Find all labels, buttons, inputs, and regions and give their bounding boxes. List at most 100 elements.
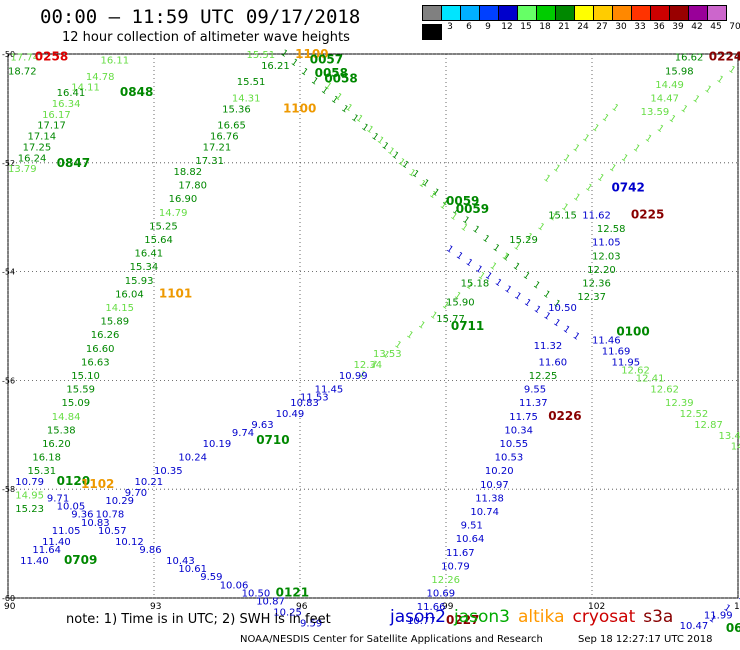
track-mark: 1: [375, 135, 385, 146]
track-mark: 1: [459, 222, 469, 233]
wave-height-label: 12.58: [597, 224, 626, 235]
wave-height-label: 14.1: [731, 442, 740, 453]
wave-height-label: 11.05: [52, 526, 81, 537]
wave-height-label: 13.53: [373, 349, 402, 360]
track-mark: 1: [483, 271, 493, 282]
track-mark: 1: [548, 212, 558, 223]
track-mark: 1: [531, 280, 541, 291]
track-mark: 1: [329, 95, 339, 106]
wave-height-label: 15.77: [436, 314, 465, 325]
wave-height-label: 14.95: [15, 491, 44, 502]
track-mark: 1: [511, 261, 521, 272]
wave-height-label: 17.74: [10, 53, 39, 64]
wave-height-label: 15.38: [47, 425, 76, 436]
pass-time-label: 0227: [446, 613, 479, 627]
track-mark: 1: [542, 311, 552, 322]
wave-height-label: 15.93: [125, 276, 154, 287]
track-mark: 1: [461, 215, 471, 226]
wave-height-label: 16.20: [42, 439, 71, 450]
track-mark: 1: [722, 603, 732, 614]
wave-height-label: 15.64: [144, 235, 173, 246]
wave-height-label: 12.25: [529, 371, 558, 382]
wave-height-label: 16.41: [57, 88, 86, 99]
wave-height-label: 10.34: [504, 425, 533, 436]
wave-height-label: 15.90: [446, 298, 475, 309]
wave-height-label: 15.98: [665, 66, 694, 77]
footer-note: note: 1) Time is in UTC; 2) SWH is in fe…: [66, 612, 331, 627]
track-mark: 1: [464, 257, 474, 268]
track-mark: 1: [365, 124, 375, 135]
wave-height-label: 11.67: [446, 548, 475, 559]
pass-time-label: 1100: [295, 47, 328, 61]
wave-height-label: 12.20: [587, 265, 616, 276]
wave-height-label: 11.45: [315, 385, 344, 396]
track-mark: 1: [410, 169, 420, 180]
wave-height-label: 11.40: [42, 537, 71, 548]
track-mark: 1: [454, 251, 464, 262]
track-mark: 1: [279, 48, 289, 59]
wave-height-label: 10.74: [470, 507, 499, 518]
color-legend: [422, 5, 740, 43]
wave-height-label: 10.55: [500, 439, 529, 450]
wave-height-label: 13.79: [8, 164, 37, 175]
satellite-altika: altika: [518, 607, 565, 627]
track-mark: 1: [464, 281, 474, 292]
track-mark: 1: [406, 168, 416, 179]
track-mark: 1: [583, 183, 593, 194]
track-mark: 1: [560, 202, 570, 213]
x-tick-label: 99: [442, 602, 454, 612]
track-mark: 1: [354, 114, 364, 125]
track-mark: 1: [400, 159, 410, 170]
track-mark: 1: [493, 278, 503, 289]
track-mark: 1: [344, 103, 354, 114]
track-mark: 1: [522, 298, 532, 309]
wave-height-label: 10.05: [57, 502, 86, 513]
track-mark: 1: [491, 243, 501, 254]
track-mark: 1: [444, 244, 454, 255]
wave-height-label: 11.38: [475, 493, 504, 504]
track-mark: 1: [703, 84, 713, 95]
track-mark: 1: [360, 122, 370, 133]
wave-height-label: 15.51: [237, 77, 266, 88]
pass-time-label: 0059: [456, 202, 489, 216]
wave-height-label: 10.43: [166, 556, 195, 567]
x-tick-label: 102: [588, 602, 605, 612]
wave-height-label: 16.63: [81, 357, 110, 368]
pass-time-label: 0847: [57, 156, 90, 170]
satellite-jason3: jason3: [454, 607, 510, 627]
wave-height-label: 9.70: [125, 488, 147, 499]
y-tick-label: -60: [2, 594, 15, 603]
wave-height-label: 13.59: [641, 107, 670, 118]
wave-height-label: 15.23: [15, 504, 44, 515]
legend-label: 21: [558, 22, 570, 32]
wave-height-label: 16.24: [18, 153, 47, 164]
wave-height-label: 14.11: [71, 83, 100, 94]
track-mark: 1: [440, 197, 450, 208]
wave-height-label: 15.09: [62, 398, 91, 409]
wave-height-label: 15.18: [461, 278, 490, 289]
track-mark: 1: [357, 369, 367, 380]
pass-time-label: 0057: [310, 52, 343, 66]
wave-height-label: 11.37: [519, 398, 548, 409]
wave-height-label: 12.34: [354, 360, 383, 371]
pass-time-label: 0224: [709, 50, 740, 64]
track-mark: 1: [512, 291, 522, 302]
wave-height-label: 9.63: [251, 420, 273, 431]
wave-height-label: 12.39: [665, 398, 694, 409]
wave-height-label: 14.79: [159, 208, 188, 219]
track-mark: 1: [380, 141, 390, 152]
track-mark: 1: [561, 153, 571, 164]
wave-height-label: 15.29: [509, 235, 538, 246]
pass-time-label: 0120: [57, 474, 90, 488]
track-mark: 1: [438, 201, 448, 212]
legend-swatch: [422, 24, 442, 40]
satellite-jason2: jason2: [390, 607, 446, 627]
pass-time-label: 1101: [159, 286, 192, 300]
track-mark: 1: [392, 340, 402, 351]
wave-height-label: 11.60: [538, 357, 567, 368]
wave-height-label: 10.78: [96, 510, 125, 521]
wave-height-label: 13.46: [719, 431, 740, 442]
track-mark: 1: [500, 251, 510, 262]
track-mark: 1: [289, 58, 299, 69]
wave-height-label: 16.04: [115, 289, 144, 300]
